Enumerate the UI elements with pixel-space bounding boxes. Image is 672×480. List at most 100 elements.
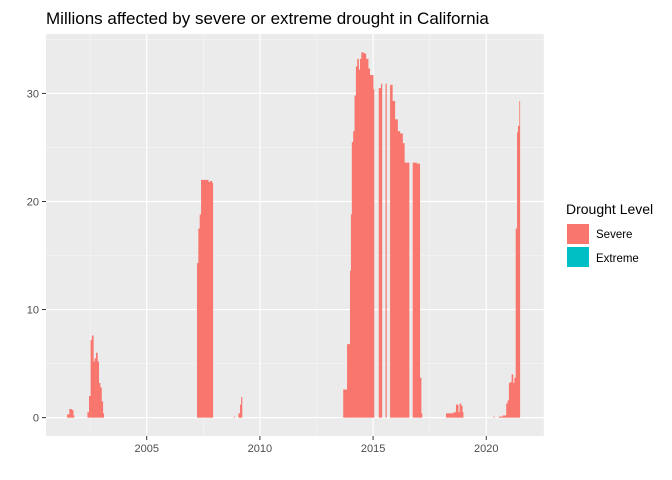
- bar-severe: [512, 383, 515, 418]
- y-axis: 0 10 20 30: [27, 88, 46, 425]
- bar-severe: [498, 416, 503, 418]
- bar-severe: [361, 52, 364, 418]
- bar-severe: [519, 101, 521, 418]
- legend-swatch-extreme: [567, 247, 589, 267]
- y-tick-label: 10: [27, 305, 39, 317]
- y-tick-label: 20: [27, 197, 39, 209]
- bar-severe: [459, 403, 462, 418]
- bar-severe: [462, 412, 464, 418]
- bar-severe: [506, 403, 508, 418]
- bar-marks: [67, 52, 521, 418]
- bar-severe: [368, 68, 370, 418]
- bar-severe: [511, 374, 514, 418]
- bar-severe: [394, 119, 398, 418]
- bar-severe: [385, 83, 387, 418]
- bar-severe: [353, 131, 355, 418]
- legend-title: Drought Level: [566, 201, 653, 217]
- bar-severe: [239, 404, 242, 418]
- bar-severe: [517, 125, 520, 418]
- bar-severe: [198, 228, 200, 418]
- bar-severe: [392, 101, 396, 418]
- bar-severe: [412, 162, 417, 418]
- bar-severe: [196, 263, 199, 418]
- bar-severe: [73, 415, 75, 418]
- bar-severe: [390, 84, 393, 418]
- bar-severe: [90, 339, 93, 418]
- bar-severe: [347, 344, 351, 418]
- bar-severe: [233, 416, 236, 418]
- bar-severe: [102, 413, 104, 418]
- x-axis: 2005 2010 2015 2020: [134, 436, 499, 455]
- bar-severe: [510, 381, 512, 418]
- bar-severe: [97, 361, 100, 418]
- bar-severe: [419, 377, 422, 418]
- bar-severe: [358, 69, 361, 418]
- legend: Drought Level Severe Extreme: [566, 201, 653, 267]
- bar-severe: [450, 413, 454, 418]
- x-tick-label: 2005: [134, 443, 158, 455]
- bar-severe: [211, 183, 214, 418]
- legend-label-severe: Severe: [596, 229, 632, 241]
- legend-swatch-severe: [567, 224, 589, 244]
- x-tick-label: 2020: [474, 443, 498, 455]
- bar-severe: [100, 387, 102, 418]
- bar-severe: [416, 163, 421, 418]
- bar-severe: [199, 214, 202, 418]
- y-tick-label: 0: [33, 413, 39, 425]
- bar-severe: [363, 53, 367, 418]
- bar-severe: [458, 412, 460, 418]
- bar-severe: [69, 408, 72, 418]
- bar-severe: [94, 358, 97, 418]
- bar-severe: [87, 412, 90, 418]
- bar-severe: [91, 335, 94, 418]
- bar-severe: [204, 179, 209, 418]
- bar-severe: [238, 413, 241, 418]
- bar-severe: [101, 401, 104, 418]
- bar-severe: [508, 383, 511, 418]
- bar-severe: [208, 182, 211, 418]
- bar-severe: [67, 414, 70, 418]
- y-tick-label: 30: [27, 88, 39, 100]
- bar-severe: [455, 404, 459, 418]
- bar-severe: [93, 361, 95, 418]
- bar-severe: [373, 89, 375, 418]
- bar-severe: [517, 132, 519, 418]
- bar-severe: [354, 95, 357, 418]
- bar-severe: [351, 142, 354, 418]
- bar-severe: [404, 162, 409, 418]
- bar-severe: [460, 405, 463, 418]
- bar-severe: [201, 179, 205, 418]
- bar-severe: [399, 133, 403, 418]
- bar-severe: [210, 180, 213, 418]
- bar-severe: [453, 412, 457, 418]
- bar-severe: [493, 416, 495, 418]
- bar-severe: [402, 143, 405, 418]
- bar-severe: [445, 413, 451, 418]
- bar-severe: [507, 400, 510, 418]
- bar-severe: [241, 397, 243, 418]
- bar-severe: [71, 410, 74, 418]
- bar-severe: [350, 214, 353, 418]
- bar-severe: [96, 352, 98, 418]
- legend-label-extreme: Extreme: [596, 253, 639, 265]
- bar-severe: [381, 83, 383, 418]
- bar-severe: [357, 58, 359, 418]
- x-tick-label: 2010: [248, 443, 272, 455]
- bar-severe: [515, 228, 518, 418]
- bar-severe: [89, 396, 91, 418]
- bar-severe: [350, 270, 352, 418]
- bar-severe: [421, 413, 423, 418]
- bar-severe: [355, 66, 358, 418]
- bar-severe: [343, 389, 348, 418]
- bar-severe: [397, 131, 401, 418]
- bar-severe: [514, 377, 517, 418]
- bar-severe: [408, 162, 410, 418]
- bar-severe: [98, 383, 101, 418]
- bar-severe: [365, 58, 369, 418]
- bar-severe: [359, 58, 362, 418]
- chart-title: Millions affected by severe or extreme d…: [46, 9, 489, 28]
- minor-gridlines: [46, 34, 544, 436]
- bar-severe: [378, 88, 382, 418]
- bar-severe: [502, 415, 507, 418]
